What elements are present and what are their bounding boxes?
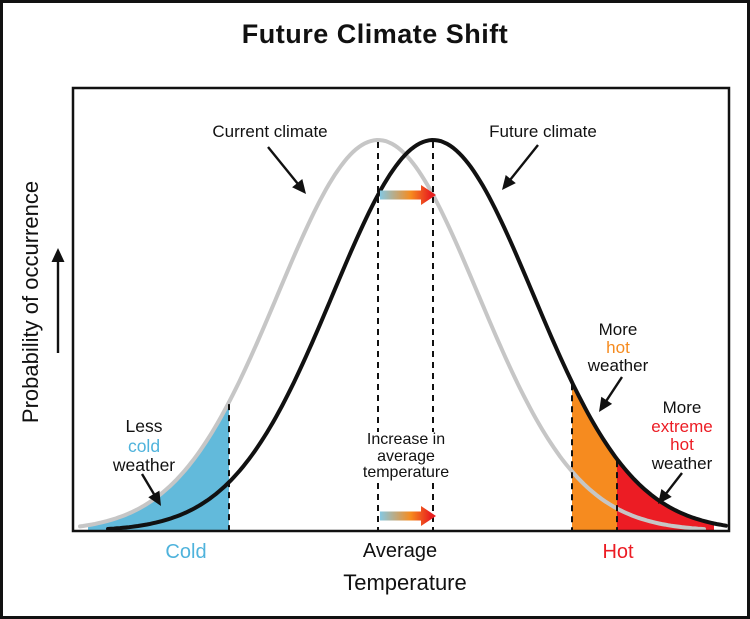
- y-axis-label: Probability of occurrence: [18, 180, 43, 424]
- current-climate-curve: [78, 137, 706, 532]
- temperature-shift-arrow-2: [380, 506, 436, 526]
- extreme-hot-line-3: hot: [670, 435, 694, 454]
- future-climate-arrow-head-icon: [502, 175, 516, 190]
- increase-line-3: temperature: [362, 464, 450, 481]
- less-cold-line-3: weather: [112, 455, 176, 475]
- current-climate-arrow-line: [267, 146, 301, 187]
- plot-box: [71, 86, 731, 533]
- future-climate-label: Future climate: [489, 122, 597, 141]
- more-hot-arrow-head-icon: [599, 396, 613, 412]
- more-extreme-hot-weather-label: More extreme hot weather: [651, 398, 713, 473]
- y-axis-arrow-head-icon: [51, 248, 65, 262]
- more-hot-weather-region: [572, 382, 617, 531]
- less-cold-arrow-head-icon: [148, 490, 161, 506]
- more-hot-line-2: hot: [606, 338, 630, 357]
- x-tick-average: Average: [362, 540, 438, 562]
- increase-line-2: average: [377, 447, 435, 465]
- more-extreme-hot-weather-region: [617, 459, 714, 531]
- x-tick-hot: Hot: [602, 541, 634, 563]
- x-tick-cold: Cold: [165, 541, 207, 563]
- less-cold-line-2: cold: [127, 435, 161, 456]
- future-climate-arrow-line: [507, 144, 539, 183]
- current-climate-label: Current climate: [212, 122, 328, 141]
- extreme-hot-arrow-head-icon: [658, 489, 672, 504]
- extreme-hot-line-2: extreme: [651, 416, 713, 436]
- increase-average-temperature-label: Increase in average temperature: [359, 431, 453, 482]
- temperature-shift-arrow-1: [380, 185, 436, 205]
- more-hot-arrow-line: [603, 376, 624, 404]
- more-hot-line-3: weather: [587, 356, 649, 375]
- extreme-hot-line-4: weather: [651, 453, 713, 473]
- current-climate-arrow-head-icon: [292, 179, 306, 194]
- less-cold-line-1: Less: [125, 416, 163, 436]
- extreme-hot-line-1: More: [662, 398, 702, 417]
- more-hot-weather-label: More hot weather: [588, 321, 648, 375]
- more-hot-line-1: More: [598, 320, 638, 339]
- less-cold-weather-region: [88, 402, 229, 531]
- future-climate-curve: [106, 137, 728, 531]
- increase-line-1: Increase in: [366, 431, 446, 448]
- figure-title: Future Climate Shift: [241, 19, 509, 49]
- less-cold-arrow-line: [140, 473, 157, 498]
- extreme-hot-arrow-line: [663, 472, 683, 497]
- x-axis-label: Temperature: [343, 570, 467, 595]
- less-cold-weather-label: Less cold weather: [112, 416, 176, 476]
